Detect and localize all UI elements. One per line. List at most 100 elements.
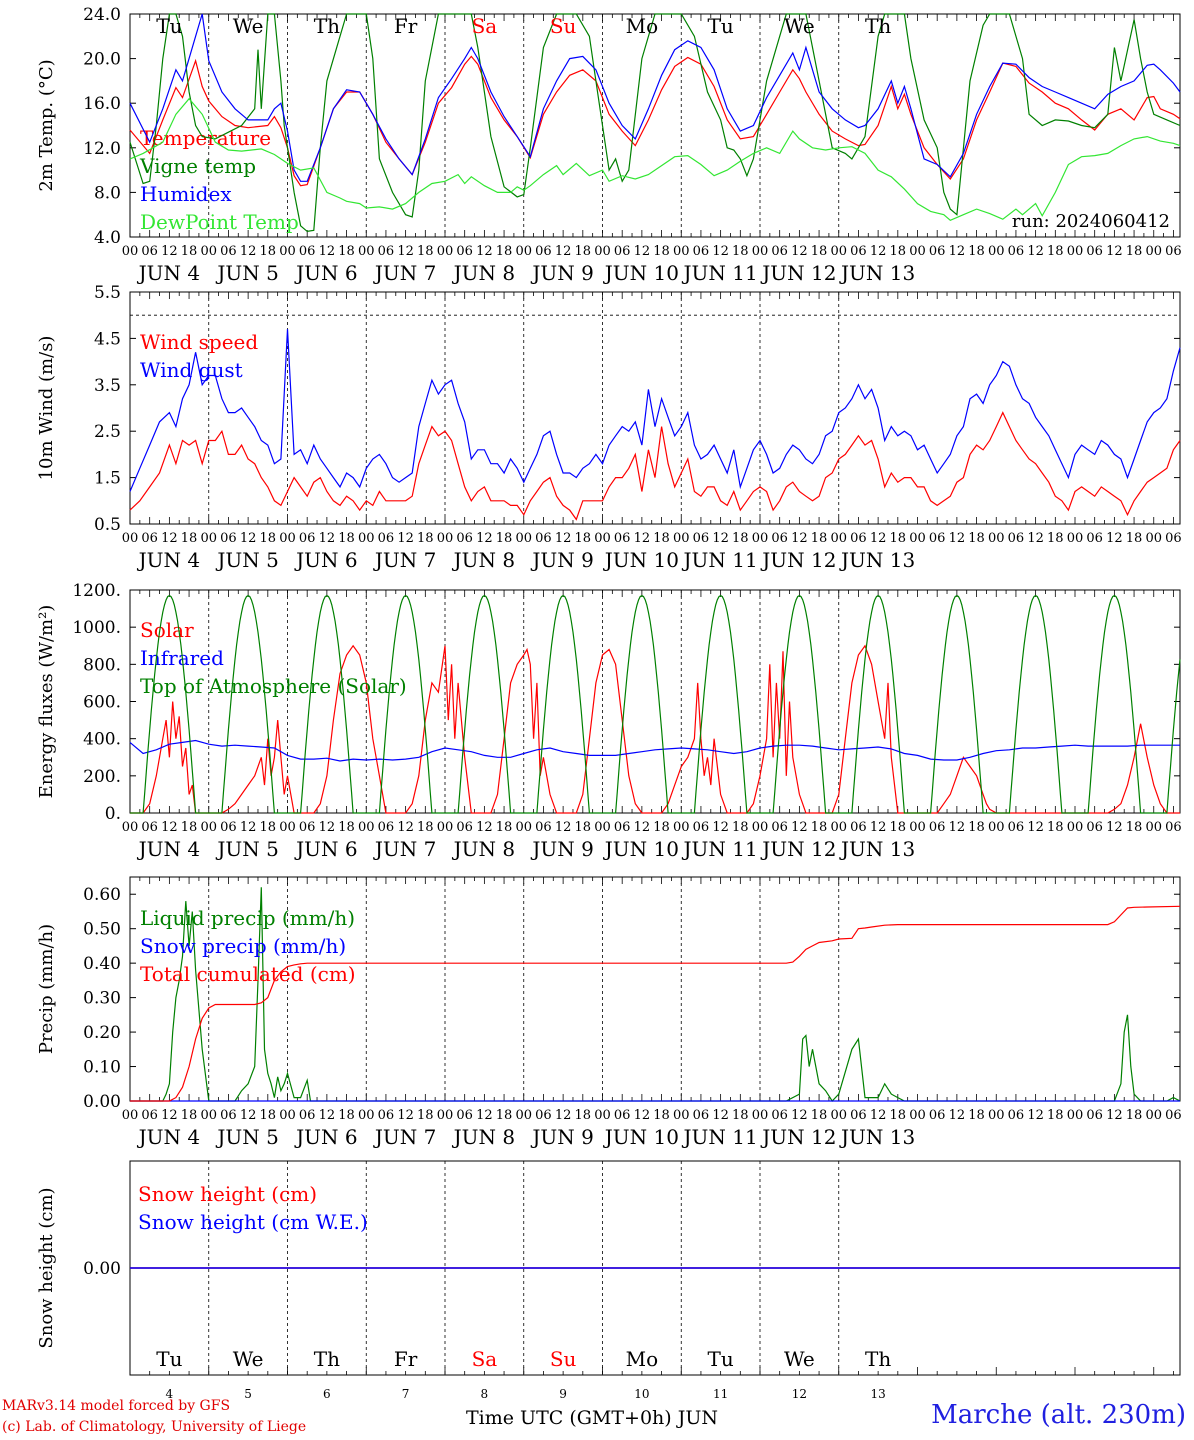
x-tick-label: 12: [634, 244, 651, 259]
x-tick-label: 18: [181, 244, 198, 259]
model-credit: MARv3.14 model forced by GFS: [2, 1398, 231, 1414]
x-tick-label: 06: [299, 1108, 316, 1123]
y-tick-label: 0.5: [94, 515, 121, 535]
x-tick-label: 00: [200, 244, 217, 259]
x-tick-label: 06: [1008, 531, 1025, 546]
x-tick-label: 18: [732, 1108, 749, 1123]
x-tick-label: 12: [712, 1108, 729, 1123]
x-tick-label: 06: [614, 1108, 631, 1123]
x-tick-label: 00: [122, 820, 139, 835]
y-axis-label: 10m Wind (m/s): [36, 336, 57, 481]
x-tick-label: 06: [299, 531, 316, 546]
weekday-label: Th: [865, 1347, 891, 1371]
x-tick-label: 12: [319, 820, 336, 835]
y-tick-label: 0.30: [83, 989, 121, 1009]
x-tick-label: 12: [161, 1108, 178, 1123]
date-label: JUN 5: [215, 261, 278, 285]
x-tick-label: 12: [791, 531, 808, 546]
x-tick-label: 18: [260, 244, 277, 259]
x-tick-label: 18: [1126, 1108, 1143, 1123]
x-tick-label: 06: [1165, 1108, 1182, 1123]
x-tick-label: 18: [653, 820, 670, 835]
x-tick-label: 12: [555, 820, 572, 835]
date-label: JUN 8: [452, 1125, 515, 1149]
date-label: JUN 7: [373, 261, 436, 285]
x-tick-label: 12: [1027, 244, 1044, 259]
legend-entry: Solar: [140, 618, 194, 642]
series-wind-speed-line: [129, 411, 1181, 521]
weekday-label: We: [784, 14, 815, 38]
x-tick-label: 18: [417, 244, 434, 259]
series-dewpoint-temp-line: [129, 97, 1181, 221]
x-tick-label: 18: [811, 244, 828, 259]
y-tick-label: 0.20: [83, 1023, 121, 1043]
y-tick-label: 1200.: [72, 581, 121, 601]
date-label: JUN 11: [682, 548, 758, 572]
day-number-label: 11: [713, 1387, 728, 1401]
date-label: JUN 9: [530, 837, 593, 861]
y-tick-label: 5.5: [94, 283, 121, 303]
x-tick-label: 06: [1008, 1108, 1025, 1123]
x-tick-label: 12: [949, 820, 966, 835]
date-label: JUN 8: [452, 837, 515, 861]
x-tick-label: 00: [1067, 244, 1084, 259]
y-axis-label: 2m Temp. (°C): [36, 59, 57, 191]
weekday-label: We: [233, 1347, 264, 1371]
day-number-label: 6: [323, 1387, 331, 1401]
x-tick-label: 12: [240, 820, 257, 835]
x-tick-label: 06: [929, 1108, 946, 1123]
x-tick-label: 06: [141, 820, 158, 835]
y-tick-label: 3.5: [94, 376, 121, 396]
series-vigne-temp-line: [129, 13, 1181, 233]
weekday-label: Tu: [708, 14, 734, 38]
day-number-label: 7: [402, 1387, 410, 1401]
x-tick-label: 06: [614, 531, 631, 546]
x-tick-label: 06: [1086, 531, 1103, 546]
x-tick-label: 12: [870, 1108, 887, 1123]
date-label: JUN 12: [760, 261, 836, 285]
x-tick-label: 12: [712, 531, 729, 546]
legend-entry: Liquid precip (mm/h): [140, 906, 355, 930]
x-tick-label: 18: [732, 531, 749, 546]
x-tick-label: 12: [240, 531, 257, 546]
date-label: JUN 10: [603, 837, 679, 861]
series-top-of-atmosphere-solar--line: [130, 594, 1181, 814]
x-tick-label: 12: [634, 531, 651, 546]
y-tick-label: 600.: [83, 693, 121, 713]
x-tick-label: 18: [496, 244, 513, 259]
x-tick-label: 00: [358, 244, 375, 259]
x-tick-label: 06: [850, 820, 867, 835]
day-number-label: 13: [870, 1387, 885, 1401]
date-label: JUN 9: [530, 261, 593, 285]
x-tick-label: 00: [830, 820, 847, 835]
x-tick-label: 06: [929, 820, 946, 835]
x-tick-label: 12: [476, 1108, 493, 1123]
weekday-label: We: [233, 14, 264, 38]
x-tick-label: 00: [673, 820, 690, 835]
weekday-label: Su: [550, 14, 577, 38]
x-tick-label: 00: [1145, 244, 1162, 259]
x-tick-label: 00: [122, 1108, 139, 1123]
panel-1-frame: [129, 291, 1181, 525]
legend-entry: Humidex: [140, 182, 232, 206]
x-tick-label: 06: [771, 531, 788, 546]
legend-entry: Snow height (cm): [138, 1182, 317, 1206]
x-tick-label: 06: [456, 244, 473, 259]
y-tick-label: 200.: [83, 767, 121, 787]
x-tick-label: 18: [890, 244, 907, 259]
y-tick-label: 12.0: [83, 139, 121, 159]
x-tick-label: 00: [358, 820, 375, 835]
x-tick-label: 00: [515, 244, 532, 259]
x-tick-label: 18: [181, 820, 198, 835]
x-tick-label: 00: [1145, 531, 1162, 546]
x-tick-label: 18: [338, 820, 355, 835]
x-tick-label: 00: [594, 531, 611, 546]
x-tick-label: 18: [1126, 820, 1143, 835]
x-tick-label: 18: [968, 1108, 985, 1123]
date-label: JUN 7: [373, 837, 436, 861]
run-label: run: 2024060412: [1012, 211, 1170, 232]
x-tick-label: 18: [732, 820, 749, 835]
x-tick-label: 18: [811, 820, 828, 835]
weekday-label: Th: [314, 1347, 340, 1371]
date-label: JUN 6: [294, 548, 357, 572]
